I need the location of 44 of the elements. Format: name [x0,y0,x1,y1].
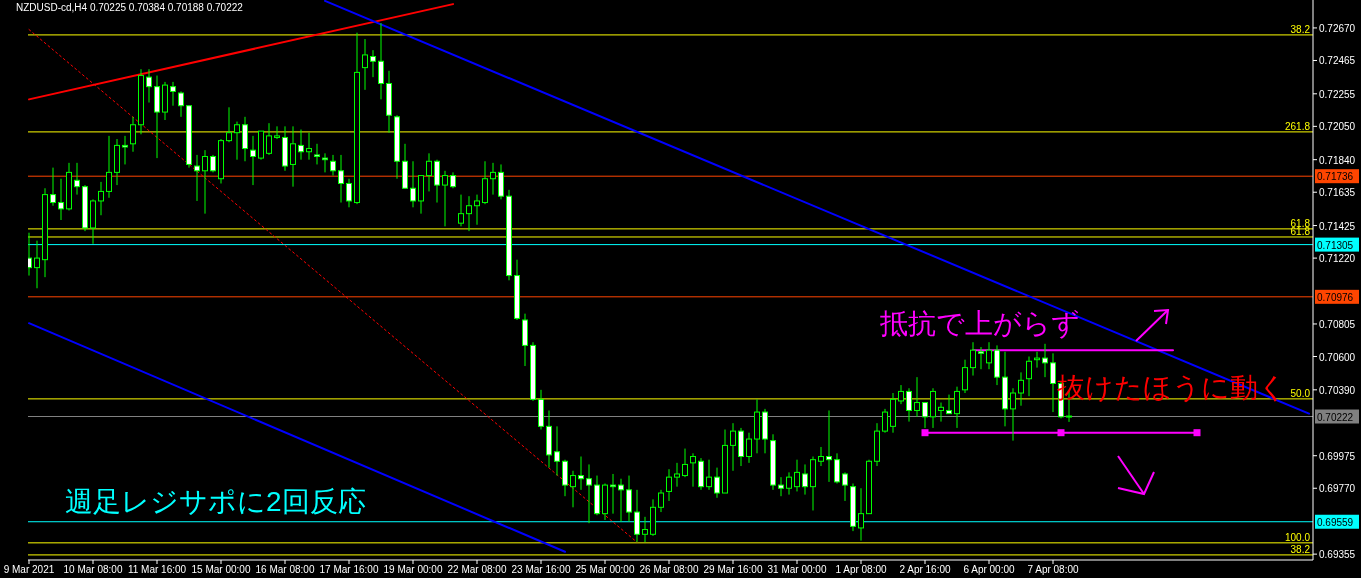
annotation: 抵抗で上がらず [879,308,1080,339]
annotation: 100.0 [1284,531,1311,543]
y-tick-label: 0.71635 [1319,187,1356,199]
y-tick-label: 0.70805 [1319,318,1356,330]
x-tick-label: 19 Mar 00:00 [383,564,443,575]
ref-line-label: 0.69559 [1317,516,1354,528]
x-tick-label: 15 Mar 00:00 [191,564,251,575]
ref-line-label: 0.71305 [1317,239,1354,251]
annotation: 38.2 [1290,23,1311,35]
y-tick-label: 0.71220 [1319,253,1356,265]
annotation: 261.8 [1284,120,1311,132]
x-tick-label: 1 Apr 08:00 [835,564,888,575]
y-tick-label: 0.70390 [1319,384,1356,396]
annotation: 38.2 [1290,543,1311,555]
x-tick-label: 7 Apr 08:00 [1027,564,1080,575]
ref-line-label: 0.70976 [1317,291,1354,303]
y-tick-label: 0.70600 [1319,351,1356,363]
x-tick-label: 17 Mar 16:00 [319,564,379,575]
x-tick-label: 10 Mar 08:00 [63,564,123,575]
y-tick-label: 0.72050 [1319,121,1356,133]
x-tick-label: 2 Apr 16:00 [899,564,952,575]
y-tick-label: 0.69355 [1319,549,1356,561]
y-tick-label: 0.71840 [1319,154,1356,166]
annotation: 50.0 [1290,387,1311,399]
x-tick-label: 22 Mar 08:00 [447,564,507,575]
y-tick-label: 0.72670 [1319,22,1356,34]
chart-title: NZDUSD-cd,H4 0.70225 0.70384 0.70188 0.70222 [16,2,244,13]
y-tick-label: 0.72465 [1319,55,1356,67]
ref-line-label: 0.71736 [1317,171,1354,183]
annotation: 週足レジサポに2回反応 [65,486,366,517]
ref-line-label: 0.70222 [1317,411,1354,423]
x-tick-label: 29 Mar 16:00 [703,564,763,575]
x-tick-label: 16 Mar 08:00 [255,564,315,575]
x-tick-label: 11 Mar 16:00 [127,564,187,575]
x-tick-label: 23 Mar 16:00 [511,564,571,575]
y-tick-label: 0.69770 [1319,483,1356,495]
y-tick-label: 0.71425 [1319,220,1356,232]
y-tick-label: 0.72255 [1319,88,1356,100]
x-tick-label: 9 Mar 2021 [3,564,55,575]
y-tick-label: 0.69975 [1319,450,1356,462]
x-tick-label: 31 Mar 00:00 [767,564,827,575]
x-tick-label: 25 Mar 00:00 [575,564,635,575]
x-tick-label: 6 Apr 00:00 [963,564,1016,575]
x-tick-label: 26 Mar 08:00 [639,564,699,575]
